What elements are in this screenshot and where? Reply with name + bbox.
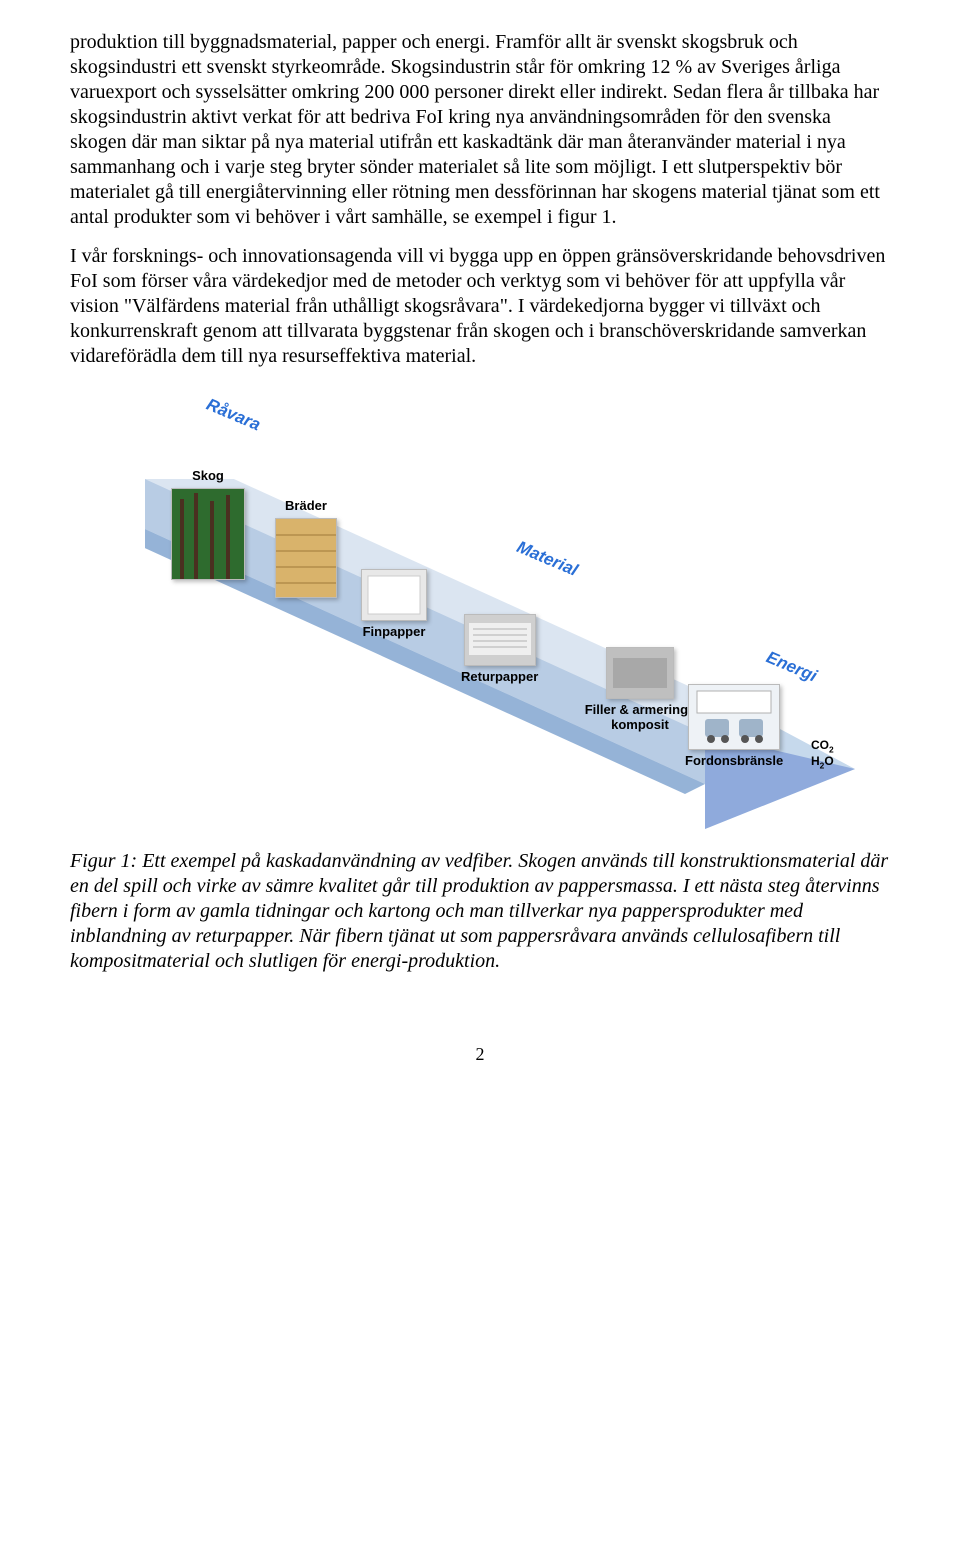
chem-h2o: H2O bbox=[811, 755, 834, 771]
stage-finpapper: Finpapper bbox=[361, 569, 427, 640]
page-number: 2 bbox=[70, 1044, 890, 1065]
figure-caption: Figur 1: Ett exempel på kaskadanvändning… bbox=[70, 849, 890, 974]
stage-label-skog: Skog bbox=[192, 469, 224, 484]
stage-img-filler bbox=[606, 647, 674, 699]
stage-label-brader: Bräder bbox=[285, 499, 327, 514]
stage-img-returpapper bbox=[464, 614, 536, 666]
stage-label-returpapper: Returpapper bbox=[461, 670, 538, 685]
axis-label-ravara: Råvara bbox=[203, 395, 263, 436]
figure-1: Råvara Material Energi Skog Bräder bbox=[70, 399, 890, 819]
stage-img-brader bbox=[275, 518, 337, 598]
stage-label-fordonsbransle: Fordonsbränsle bbox=[685, 754, 783, 769]
chem-co2: CO2 bbox=[811, 739, 834, 755]
stage-brader: Bräder bbox=[275, 499, 337, 598]
paragraph-1: produktion till byggnadsmaterial, papper… bbox=[70, 30, 890, 230]
stage-img-finpapper bbox=[361, 569, 427, 621]
stage-returpapper: Returpapper bbox=[461, 614, 538, 685]
stage-img-fordonsbransle bbox=[688, 684, 780, 750]
stage-img-skog bbox=[171, 488, 245, 580]
stage-label-finpapper: Finpapper bbox=[363, 625, 426, 640]
stage-skog: Skog bbox=[171, 469, 245, 580]
paragraph-2: I vår forsknings- och innovationsagenda … bbox=[70, 244, 890, 369]
stage-fordonsbransle: Fordonsbränsle bbox=[685, 684, 783, 769]
cascade-diagram: Råvara Material Energi Skog Bräder bbox=[85, 399, 875, 819]
page: produktion till byggnadsmaterial, papper… bbox=[0, 0, 960, 1105]
